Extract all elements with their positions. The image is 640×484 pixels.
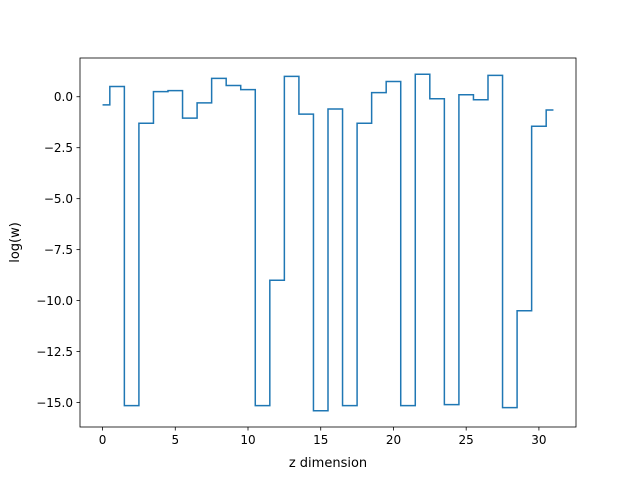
x-tick-label: 25 [459,433,474,447]
x-tick-label: 0 [99,433,107,447]
x-axis-label: z dimension [289,456,367,471]
x-tick-label: 20 [386,433,401,447]
y-axis-label: log(w) [8,222,23,263]
x-tick-label: 5 [171,433,179,447]
x-tick-label: 10 [240,433,255,447]
y-tick-label: −7.5 [44,243,73,257]
y-tick-label: −10.0 [36,294,73,308]
y-tick-label: −2.5 [44,141,73,155]
x-tick-label: 15 [313,433,328,447]
y-tick-label: −12.5 [36,345,73,359]
x-tick-label: 30 [531,433,546,447]
y-tick-label: −5.0 [44,192,73,206]
y-tick-label: −15.0 [36,396,73,410]
y-tick-label: 0.0 [54,90,73,104]
